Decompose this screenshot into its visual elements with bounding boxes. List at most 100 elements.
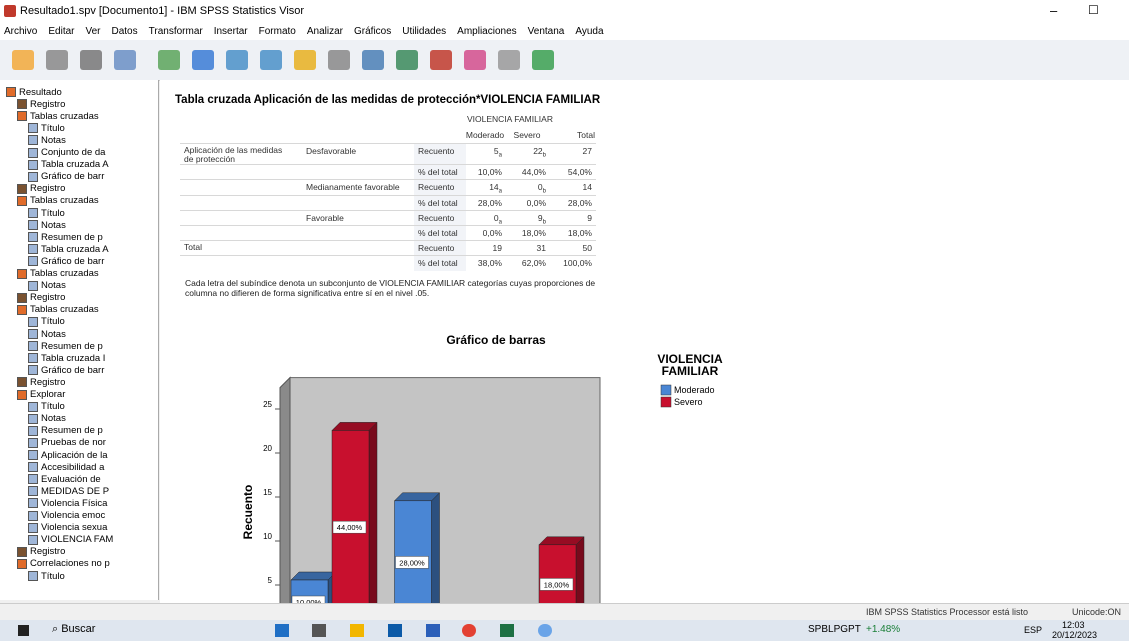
node-label: Evaluación de [41,473,101,485]
status-encoding: Unicode:ON [1072,607,1122,617]
menu-item[interactable]: Ventana [527,25,565,37]
outline-node[interactable]: Gráfico de barr [28,255,104,267]
taskbar-app[interactable] [538,624,552,637]
menu-item[interactable]: Datos [111,25,138,37]
table-title: Tabla cruzada Aplicación de las medidas … [175,94,601,106]
cell-text: 9 [587,212,592,223]
outline-node[interactable]: Resultado [6,86,62,98]
outline-node[interactable]: Explorar [17,389,65,401]
toolbar-button[interactable] [430,50,452,70]
toolbar-button[interactable] [80,50,102,70]
taskbar-app[interactable] [500,624,514,637]
value-label: 44,00% [337,523,363,532]
value-label-box [291,595,326,603]
node-label: Registro [30,98,66,110]
outline-node[interactable]: Correlaciones no p [17,558,110,570]
outline-node[interactable]: Tablas cruzadas [17,268,99,280]
bar-top [290,571,337,581]
outline-node[interactable]: Evaluación de [28,473,101,485]
outline-node[interactable]: Accesibilidad a [28,461,104,473]
toolbar-button[interactable] [362,50,384,70]
outline-node[interactable]: Notas [28,413,66,425]
search-box[interactable]: ⌕ Buscar [52,623,96,635]
toolbar-button[interactable] [328,50,350,70]
menu-item[interactable]: Ver [85,25,101,37]
outline-node[interactable]: Resumen de p [28,340,103,352]
outline-node[interactable]: Título [28,316,65,328]
outline-node[interactable]: Registro [17,98,65,110]
outline-node[interactable]: Registro [17,183,65,195]
menu-item[interactable]: Utilidades [402,25,447,37]
outline-node[interactable]: Título [28,570,65,582]
menu-item[interactable]: Formato [258,25,296,37]
minimize-button[interactable]: – [1050,3,1058,18]
node-icon [28,159,38,170]
outline-node[interactable]: Notas [28,219,66,231]
outline-node[interactable]: Registro [17,546,65,558]
outline-node[interactable]: MEDIDAS DE P [28,485,109,497]
cell-text: 27 [582,146,592,156]
taskbar-app[interactable] [462,624,476,637]
outline-node[interactable]: Notas [28,280,66,292]
menu-item[interactable]: Insertar [213,25,248,37]
menu-item[interactable]: Ampliaciones [457,25,517,37]
outline-node[interactable]: Aplicación de la [28,449,108,461]
table-cell [302,164,414,180]
toolbar-button[interactable] [158,50,180,70]
maximize-button[interactable]: ☐ [1088,3,1099,17]
cell-text: 44,0% [521,167,546,177]
outline-node[interactable]: Gráfico de barr [28,171,104,183]
node-label: Tabla cruzada I [41,352,106,364]
taskbar-app[interactable] [350,624,364,637]
outline-node[interactable]: Tablas cruzadas [17,195,99,207]
toolbar-button[interactable] [114,50,136,70]
outline-node[interactable]: Pruebas de nor [28,437,106,449]
outline-node[interactable]: Título [28,122,65,134]
taskbar-app[interactable] [388,624,402,637]
toolbar-button[interactable] [12,50,34,70]
toolbar-button[interactable] [46,50,68,70]
outline-node[interactable]: Tabla cruzada I [28,352,105,364]
outline-node[interactable]: Conjunto de da [28,147,105,159]
toolbar-button[interactable] [498,50,520,70]
toolbar-button[interactable] [464,50,486,70]
outline-node[interactable]: Tabla cruzada A [28,243,109,255]
menu-item[interactable]: Archivo [4,25,38,37]
toolbar-button[interactable] [532,50,554,70]
outline-node[interactable]: Tablas cruzadas [17,110,99,122]
outline-node[interactable]: Tabla cruzada A [28,159,109,171]
outline-node[interactable]: Título [28,207,65,219]
toolbar-button[interactable] [396,50,418,70]
outline-node[interactable]: Tablas cruzadas [17,304,99,316]
outline-node[interactable]: Violencia sexua [28,522,107,534]
outline-node[interactable]: Resumen de p [28,231,103,243]
outline-node[interactable]: Gráfico de barr [28,364,104,376]
toolbar-button[interactable] [294,50,316,70]
outline-node[interactable]: Registro [17,376,65,388]
node-icon [28,208,38,218]
table-cell [180,164,302,180]
taskbar-app[interactable] [275,624,289,637]
menu-item[interactable]: Gráficos [354,25,392,37]
outline-node[interactable]: VIOLENCIA FAM [28,534,113,546]
taskbar-app[interactable] [426,624,440,637]
outline-pane: Resultado Registro Tablas cruzadas Título No… [0,80,159,600]
outline-node[interactable]: Notas [28,134,66,146]
menu-item[interactable]: Ayuda [575,25,604,37]
start-button[interactable] [18,625,29,636]
menu-item[interactable]: Editar [48,25,75,37]
toolbar-button[interactable] [226,50,248,70]
outline-node[interactable]: Notas [28,328,66,340]
toolbar-button[interactable] [260,50,282,70]
menu-item[interactable]: Transformar [148,25,203,37]
outline-node[interactable]: Violencia emoc [28,510,105,522]
menu-item[interactable]: Analizar [306,25,343,37]
cell-value: 14 [489,182,499,192]
outline-node[interactable]: Registro [17,292,65,304]
taskbar-app[interactable] [312,624,326,637]
cell-text: 28,0% [567,197,592,208]
outline-node[interactable]: Título [28,401,65,413]
outline-node[interactable]: Resumen de p [28,425,103,437]
outline-node[interactable]: Violencia Física [28,497,107,509]
toolbar-button[interactable] [192,50,214,70]
